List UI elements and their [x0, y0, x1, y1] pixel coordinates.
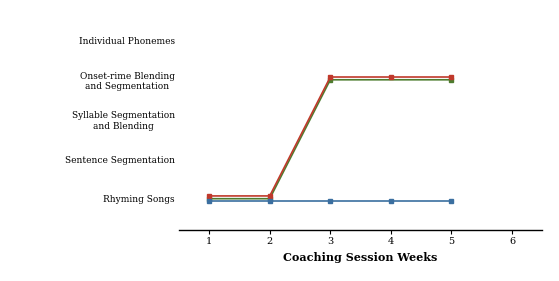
X-axis label: Coaching Session Weeks: Coaching Session Weeks — [283, 252, 438, 263]
